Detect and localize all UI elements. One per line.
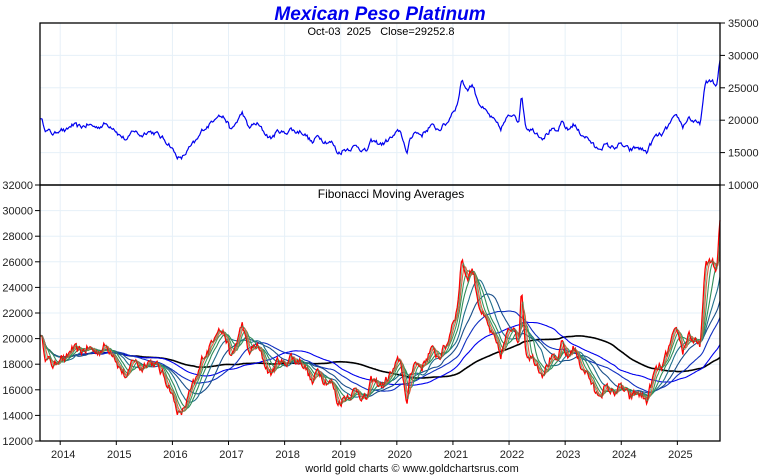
x-tick-label: 2019 (331, 449, 355, 461)
y-tick-label-right: 20000 (728, 115, 759, 127)
y-tick-label-left: 20000 (2, 334, 33, 346)
bottom-panel-series (39, 220, 721, 416)
y-tick-label-right: 15000 (728, 148, 759, 160)
y-tick-label-left: 18000 (2, 359, 33, 371)
series-line-ma-21 (39, 293, 721, 397)
y-tick-label-left: 16000 (2, 385, 33, 397)
y-tick-label-left: 24000 (2, 282, 33, 294)
x-tick-label: 2014 (51, 449, 75, 461)
top-panel-frame (39, 22, 721, 186)
y-tick-label-right: 30000 (728, 50, 759, 62)
tick-labels: 10000 15000 20000 25000 30000 35000 12000 14000… (2, 18, 758, 461)
y-tick-label-right: 10000 (728, 180, 759, 192)
series-line-ma-3 (39, 235, 721, 414)
y-tick-label-left: 12000 (2, 436, 33, 448)
y-tick-label-left: 22000 (2, 308, 33, 320)
x-tick-label: 2020 (388, 449, 412, 461)
series-line-ma-55 (39, 321, 721, 386)
chart-title: Mexican Peso Platinum (274, 4, 485, 25)
axes (35, 22, 725, 445)
y-tick-label-left: 14000 (2, 410, 33, 422)
x-tick-label: 2022 (500, 449, 524, 461)
x-tick-label: 2016 (163, 449, 187, 461)
panel-title-fibonacci: Fibonacci Moving Averages (318, 187, 465, 201)
x-tick-label: 2018 (275, 449, 299, 461)
series-line-price (39, 60, 721, 161)
y-tick-label-left: 26000 (2, 257, 33, 269)
y-tick-label-left: 30000 (2, 206, 33, 218)
y-tick-label-right: 35000 (728, 18, 759, 30)
y-tick-label-right: 25000 (728, 83, 759, 95)
series-line-price-red (39, 220, 721, 416)
footer-credit: world gold charts © www.goldchartsrus.co… (304, 463, 519, 475)
x-tick-label: 2021 (444, 449, 468, 461)
top-panel-grid (40, 22, 720, 441)
y-tick-label-left: 28000 (2, 231, 33, 243)
bottom-panel-grid (40, 184, 720, 442)
x-tick-label: 2024 (612, 449, 636, 461)
y-tick-label-left: 32000 (2, 180, 33, 192)
x-tick-label: 2025 (668, 449, 692, 461)
close-subtitle: Oct-03 2025 Close=29252.8 (307, 26, 454, 38)
x-tick-label: 2015 (107, 449, 131, 461)
x-tick-label: 2017 (219, 449, 243, 461)
series-line-ma-34 (39, 310, 721, 393)
top-panel-series (39, 60, 721, 161)
x-tick-label: 2023 (556, 449, 580, 461)
